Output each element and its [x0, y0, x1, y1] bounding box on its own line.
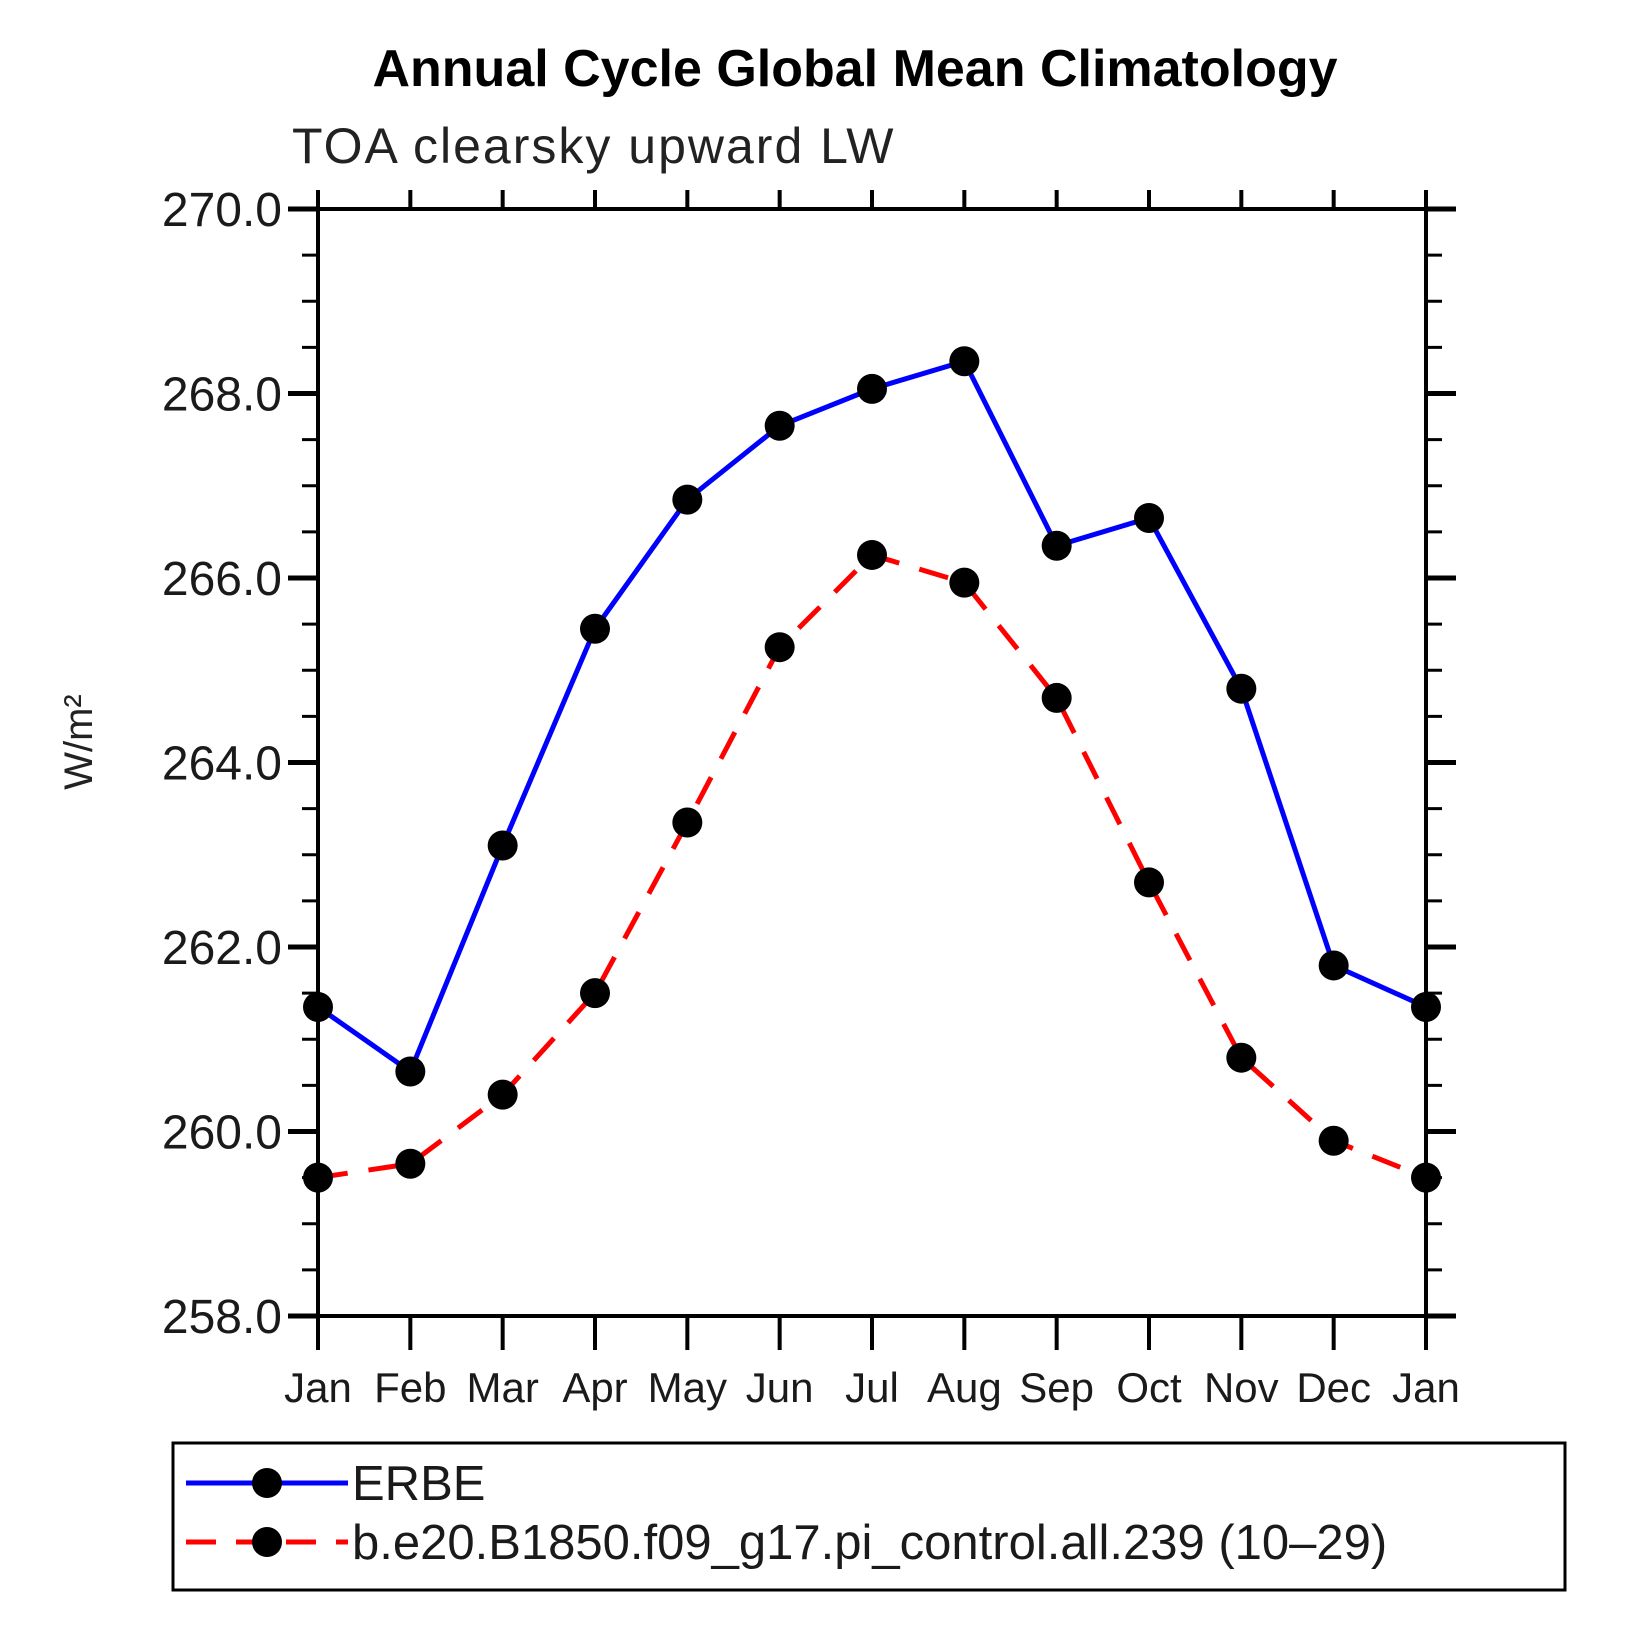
data-point-model: [1226, 1042, 1257, 1073]
data-point-model: [949, 567, 980, 598]
data-point-erbe: [1041, 530, 1072, 561]
data-point-erbe: [764, 410, 795, 441]
x-tick-label: Sep: [1019, 1364, 1094, 1411]
legend-sample-marker-erbe: [252, 1468, 282, 1498]
data-point-erbe: [395, 1056, 426, 1087]
data-point-model: [672, 807, 703, 838]
data-point-erbe: [672, 484, 703, 515]
legend-box: [171, 1441, 1567, 1592]
y-tick-label: 260.0: [162, 1107, 282, 1160]
data-point-erbe: [857, 373, 887, 404]
data-point-erbe: [1226, 673, 1257, 704]
x-tick-label: Jun: [746, 1364, 814, 1411]
y-tick-label: 258.0: [162, 1291, 282, 1344]
chart-subtitle: TOA clearsky upward LW: [292, 118, 895, 174]
data-point-model: [580, 978, 610, 1009]
y-tick-label: 262.0: [162, 922, 282, 975]
x-tick-label: Apr: [562, 1364, 627, 1411]
x-tick-label: Jan: [284, 1364, 352, 1411]
data-point-model: [764, 632, 795, 663]
x-tick-label: Aug: [927, 1364, 1002, 1411]
data-point-erbe: [303, 991, 333, 1022]
y-axis-label: W/m²: [57, 694, 101, 790]
data-point-model: [1318, 1125, 1349, 1156]
data-point-erbe: [487, 830, 518, 861]
data-point-erbe: [1411, 991, 1441, 1022]
axes: 258.0 260.0 262.0 264.0 266.0 268.0 270.0 Jan Fe…: [162, 184, 1460, 1411]
y-tick-label: 270.0: [162, 184, 282, 237]
legend-sample-marker-model: [252, 1527, 282, 1557]
data-point-model: [303, 1162, 333, 1193]
data-point-erbe: [1134, 503, 1164, 534]
data-point-model: [1134, 867, 1164, 898]
data-point-model: [395, 1148, 426, 1179]
legend: ERBE b.e20.B1850.f09_g17.pi_control.all.…: [171, 1441, 1567, 1592]
x-tick-label: Jul: [845, 1364, 899, 1411]
x-tick-label: Nov: [1204, 1364, 1279, 1411]
x-tick-label: May: [648, 1364, 727, 1411]
data-point-model: [1041, 682, 1072, 713]
y-tick-label: 264.0: [162, 738, 282, 791]
data-point-erbe: [1318, 950, 1349, 981]
legend-label-erbe: ERBE: [352, 1457, 485, 1511]
x-tick-label: Oct: [1116, 1364, 1182, 1411]
series-line-model: [317, 552, 1427, 1181]
data-point-erbe: [949, 346, 980, 377]
data-point-model: [857, 539, 887, 570]
chart-title: Annual Cycle Global Mean Climatology: [372, 40, 1337, 98]
legend-label-model: b.e20.B1850.f09_g17.pi_control.all.239 (…: [352, 1516, 1387, 1570]
data-point-erbe: [580, 613, 610, 644]
x-tick-label: Feb: [374, 1364, 446, 1411]
series-line-erbe: [316, 358, 1428, 1076]
series-lines: [303, 346, 1441, 1193]
y-tick-label: 268.0: [162, 369, 282, 422]
y-tick-label: 266.0: [162, 553, 282, 606]
x-tick-label: Jan: [1392, 1364, 1460, 1411]
x-tick-label: Dec: [1296, 1364, 1371, 1411]
data-point-model: [487, 1079, 518, 1110]
x-tick-label: Mar: [466, 1364, 538, 1411]
data-point-model: [1411, 1162, 1441, 1193]
